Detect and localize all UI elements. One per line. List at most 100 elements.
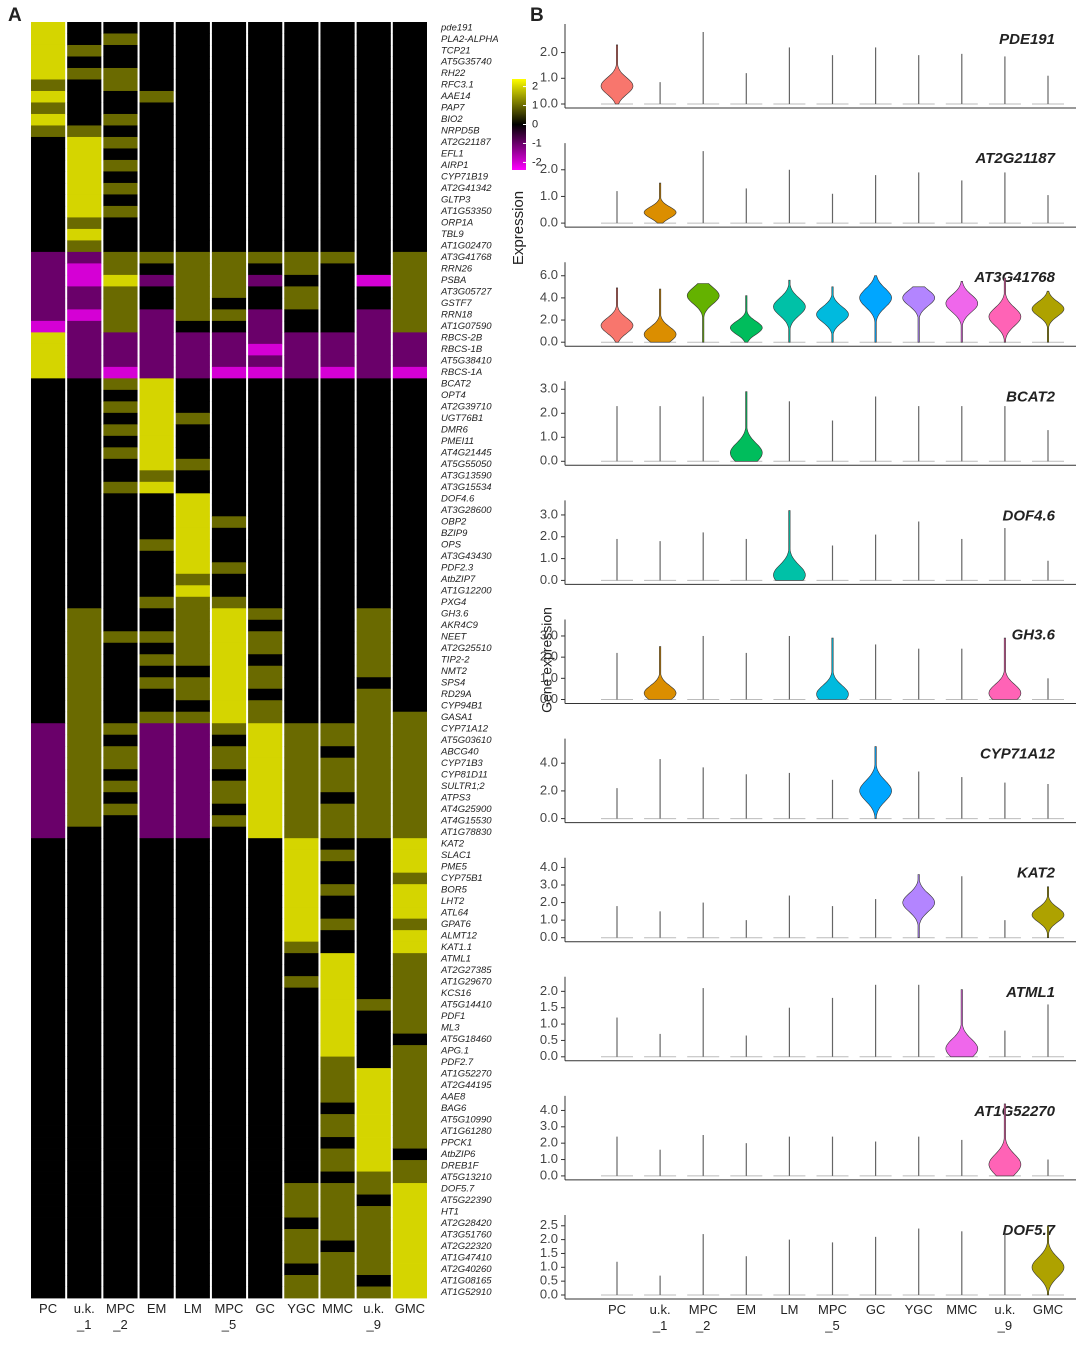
heatmap-cell [175, 125, 210, 138]
heatmap-cell [139, 803, 174, 816]
heatmap-cell [248, 504, 283, 517]
heatmap-cell [175, 79, 210, 92]
y-tick-label: 0.0 [540, 929, 558, 944]
x-tick-label: u.k. _9 [363, 1301, 384, 1332]
heatmap-cell [31, 481, 66, 494]
heatmap-cell [320, 516, 355, 529]
heatmap-cell [139, 194, 174, 207]
heatmap-cell [356, 44, 391, 57]
heatmap-cell [31, 723, 66, 736]
gene-label: PPCK1 [441, 1137, 472, 1148]
gene-label: PMEI11 [441, 436, 474, 447]
heatmap-cell [211, 976, 247, 989]
heatmap-cell [320, 240, 355, 253]
heatmap-cell [211, 930, 247, 943]
heatmap-cell [392, 1160, 427, 1172]
heatmap-cell [67, 297, 102, 310]
violin [773, 279, 806, 343]
heatmap-cell [175, 136, 210, 149]
heatmap-cell [392, 550, 427, 563]
heatmap-cell [31, 470, 66, 483]
heatmap-cell [175, 1252, 210, 1264]
heatmap-cell [103, 527, 138, 540]
heatmap-cell [248, 56, 283, 69]
heatmap-cell [248, 1171, 283, 1184]
heatmap-cell [31, 941, 66, 954]
heatmap-cell [31, 1045, 66, 1057]
panel-title: AT1G52270 [973, 1103, 1055, 1120]
y-tick-label: 1.5 [540, 1245, 558, 1260]
heatmap-cell [392, 838, 427, 851]
heatmap-cell [103, 1252, 138, 1264]
heatmap-cell [31, 688, 66, 701]
heatmap-cell [139, 79, 174, 92]
violin [988, 637, 1022, 700]
heatmap-cell [248, 493, 283, 506]
heatmap-cell [175, 217, 210, 230]
heatmap-cell [211, 757, 247, 770]
y-tick-label: 0.5 [540, 1032, 558, 1047]
x-tick-label-line: YGC [287, 1301, 315, 1316]
heatmap-cell [103, 22, 138, 34]
heatmap-cell [392, 481, 427, 494]
heatmap-cell [320, 504, 355, 517]
gene-label: RBCS-1A [441, 367, 482, 378]
heatmap-cell [139, 1183, 174, 1195]
heatmap-cell [248, 999, 283, 1012]
heatmap-cell [139, 596, 174, 609]
heatmap-cell [103, 780, 138, 793]
heatmap-cell [248, 159, 283, 172]
heatmap-cell [356, 1125, 391, 1138]
heatmap-cell [103, 964, 138, 977]
x-tick-label-line: GMC [1033, 1302, 1063, 1317]
heatmap-cell [356, 849, 391, 862]
heatmap-cell [67, 102, 102, 115]
heatmap-cell [103, 1114, 138, 1126]
heatmap-cell [139, 182, 174, 195]
heatmap-cell [284, 895, 319, 908]
heatmap-cell [103, 355, 138, 368]
heatmap-cell [175, 815, 210, 828]
heatmap-cell [103, 757, 138, 770]
heatmap-cell [211, 550, 247, 563]
heatmap-cell [320, 769, 355, 782]
heatmap-cell [175, 355, 210, 368]
heatmap-cell [284, 849, 319, 862]
x-tick-label: MMC [946, 1302, 977, 1317]
heatmap-cell [211, 493, 247, 506]
heatmap-cell [392, 677, 427, 690]
heatmap-cell [139, 987, 174, 1000]
gene-label: AT2G25510 [440, 643, 492, 654]
y-tick-label: 2.0 [540, 1231, 558, 1246]
heatmap-cell [211, 849, 247, 862]
heatmap-cell [175, 861, 210, 874]
heatmap-cell [103, 803, 138, 816]
heatmap-cell [139, 918, 174, 931]
heatmap-cell [392, 378, 427, 391]
heatmap-cell [356, 1252, 391, 1264]
heatmap-cell [211, 320, 247, 333]
heatmap-cell [175, 941, 210, 954]
heatmap-cell [392, 907, 427, 920]
heatmap-cell [320, 803, 355, 816]
heatmap-cell [103, 746, 138, 759]
heatmap-cell [31, 504, 66, 517]
heatmap-cell [284, 642, 319, 655]
heatmap-cell [211, 872, 247, 885]
heatmap-cell [175, 1114, 210, 1126]
heatmap-cell [392, 1114, 427, 1126]
heatmap-cell [31, 918, 66, 931]
heatmap-cell [67, 941, 102, 954]
heatmap-cell [284, 550, 319, 563]
heatmap-cell [248, 79, 283, 92]
y-tick-label: 2.0 [540, 44, 558, 59]
heatmap-cell [392, 987, 427, 1000]
heatmap-cell [248, 1125, 283, 1138]
heatmap-cell [103, 1206, 138, 1218]
heatmap-cell [103, 217, 138, 230]
heatmap-cell [139, 734, 174, 747]
heatmap-cell [31, 527, 66, 540]
heatmap-cell [67, 1160, 102, 1172]
heatmap-cell [248, 861, 283, 874]
heatmap-cell [248, 148, 283, 161]
